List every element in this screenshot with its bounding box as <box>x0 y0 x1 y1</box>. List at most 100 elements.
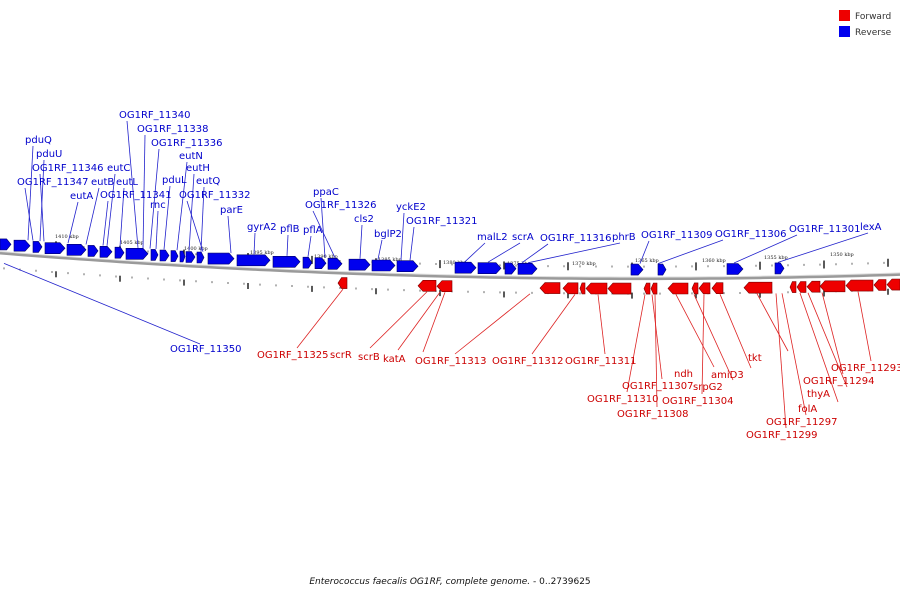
reverse-gene-label: eutA <box>70 191 93 202</box>
reverse-gene-arrow[interactable] <box>32 241 43 253</box>
backbone-track <box>0 251 900 281</box>
reverse-gene-arrow[interactable] <box>87 245 99 257</box>
forward-gene-arrow[interactable] <box>845 279 874 292</box>
leader-lines <box>3 120 872 429</box>
leader-line <box>119 187 125 247</box>
forward-gene-arrow[interactable] <box>539 282 561 294</box>
reverse-gene-arrow[interactable] <box>66 244 87 256</box>
reverse-gene-label: OG1RF_11347 <box>17 177 89 188</box>
reverse-gene-label: OG1RF_11350 <box>170 344 242 355</box>
reverse-gene-label: OG1RF_11316 <box>540 233 612 244</box>
reverse-gene-arrow[interactable] <box>125 248 149 260</box>
reverse-gene-arrow[interactable] <box>774 262 785 275</box>
leader-line <box>369 291 428 349</box>
forward-gene-label: OG1RF_11310 <box>587 394 659 405</box>
leader-line <box>422 292 446 353</box>
leader-line <box>639 240 650 264</box>
reverse-gene-arrow[interactable] <box>504 262 517 275</box>
reverse-gene-arrow[interactable] <box>0 238 12 251</box>
leader-line <box>163 185 171 250</box>
reverse-gene-label: phrB <box>612 232 636 243</box>
forward-gene-arrow[interactable] <box>819 280 846 293</box>
forward-gene-arrow[interactable] <box>436 280 453 293</box>
leader-line <box>106 173 116 246</box>
forward-gene-arrow[interactable] <box>337 277 348 289</box>
gene-labels: pduQpduUOG1RF_11346OG1RF_11347eutAeutBeu… <box>17 110 900 441</box>
leader-line <box>142 134 146 249</box>
reverse-gene-label: OG1RF_11336 <box>151 138 223 149</box>
forward-gene-arrow[interactable] <box>698 282 711 295</box>
leader-line <box>39 159 45 242</box>
forward-gene-arrow[interactable] <box>643 282 651 295</box>
reverse-gene-label: eutL <box>116 177 138 188</box>
reverse-gene-label: pduU <box>36 149 62 160</box>
reverse-gene-arrow[interactable] <box>13 239 31 252</box>
reverse-gene-arrow[interactable] <box>170 250 179 262</box>
reverse-gene-label: eutH <box>186 163 210 174</box>
reverse-gene-arrow[interactable] <box>272 255 301 268</box>
forward-gene-arrow[interactable] <box>691 282 699 295</box>
leader-line <box>312 210 336 258</box>
forward-gene-arrow[interactable] <box>743 281 773 294</box>
forward-gene-arrow[interactable] <box>607 282 632 295</box>
reverse-gene-arrow[interactable] <box>44 242 66 254</box>
forward-gene-label: OG1RF_11299 <box>746 430 818 441</box>
legend: Forward Reverse <box>839 10 892 38</box>
forward-gene-arrow[interactable] <box>711 282 724 295</box>
forward-gene-label: OG1RF_11308 <box>617 409 689 420</box>
reverse-gene-label: bglP2 <box>374 229 402 240</box>
reverse-gene-arrow[interactable] <box>207 252 235 265</box>
reverse-gene-arrow[interactable] <box>396 260 419 273</box>
forward-gene-label: amiD3 <box>711 370 744 381</box>
leader-line <box>200 186 205 252</box>
forward-gene-arrow[interactable] <box>796 281 807 293</box>
reverse-gene-arrow[interactable] <box>196 251 205 264</box>
reverse-gene-arrow[interactable] <box>657 263 667 276</box>
reverse-gene-arrow[interactable] <box>236 254 271 267</box>
forward-gene-arrow[interactable] <box>562 282 579 295</box>
forward-gene-label: ndh <box>674 369 693 380</box>
reverse-gene-arrow[interactable] <box>517 262 538 275</box>
forward-gene-arrow[interactable] <box>806 280 821 293</box>
scale-tick-label: 1390 kbp <box>314 254 338 260</box>
reverse-gene-arrow[interactable] <box>302 256 313 269</box>
leader-line <box>307 235 312 257</box>
reverse-gene-arrow[interactable] <box>348 258 371 271</box>
leader-line <box>409 226 415 261</box>
reverse-gene-arrow[interactable] <box>179 250 186 263</box>
reverse-gene-arrow[interactable] <box>477 262 502 275</box>
forward-gene-arrow[interactable] <box>667 282 689 295</box>
leader-line <box>67 201 79 244</box>
forward-gene-arrow[interactable] <box>579 282 586 295</box>
scale-tick-label: 1355 kbp <box>764 255 788 261</box>
reverse-gene-arrow[interactable] <box>99 246 113 258</box>
leader-line <box>296 288 344 349</box>
reverse-gene-label: eutB <box>91 177 114 188</box>
forward-gene-arrow[interactable] <box>886 278 900 291</box>
reverse-gene-arrow[interactable] <box>454 261 477 274</box>
reverse-gene-arrow[interactable] <box>726 263 744 275</box>
reverse-gene-arrow[interactable] <box>314 257 327 270</box>
reverse-gene-label: OG1RF_11309 <box>641 230 713 241</box>
reverse-gene-arrow[interactable] <box>327 257 343 270</box>
leader-line <box>531 294 576 355</box>
leader-line <box>657 239 724 264</box>
reverse-gene-arrow[interactable] <box>150 249 159 261</box>
forward-gene-arrow[interactable] <box>585 282 608 295</box>
reverse-gene-arrow[interactable] <box>185 251 196 263</box>
reverse-gene-arrow[interactable] <box>159 249 170 262</box>
forward-gene-arrow[interactable] <box>789 281 797 293</box>
reverse-gene-arrow[interactable] <box>371 259 396 272</box>
forward-gene-arrow[interactable] <box>873 279 887 291</box>
reverse-gene-arrow[interactable] <box>630 263 644 276</box>
scale-tick-label: 1405 kbp <box>120 240 144 246</box>
forward-gene-arrow[interactable] <box>417 279 437 292</box>
forward-gene-arrow[interactable] <box>650 282 658 295</box>
scale-tick-label: 1365 kbp <box>635 258 659 264</box>
leader-line <box>39 173 45 242</box>
forward-gene-label: scrB <box>358 352 380 363</box>
reverse-gene-arrow[interactable] <box>114 246 125 259</box>
leader-line <box>527 242 621 264</box>
leader-line <box>626 294 646 393</box>
